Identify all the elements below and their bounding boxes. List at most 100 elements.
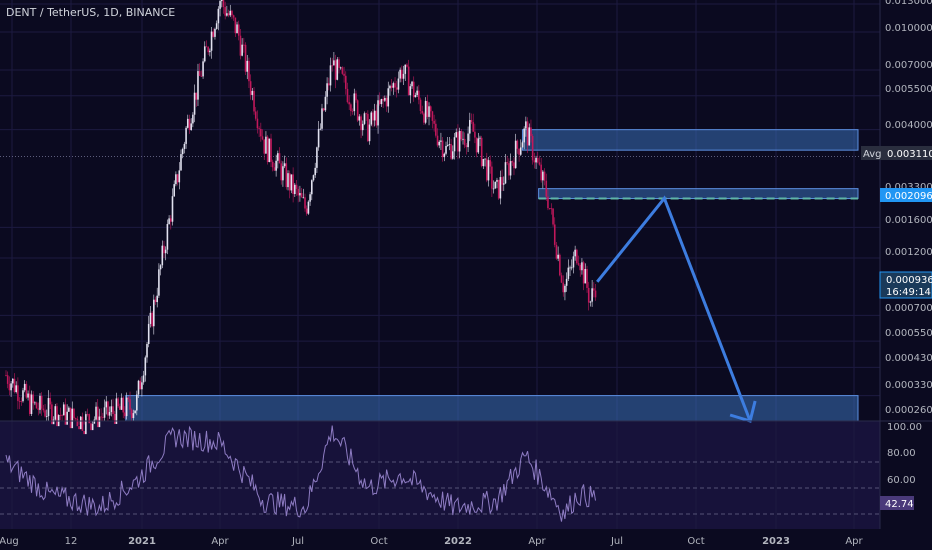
candle-body xyxy=(66,411,68,425)
candle-body xyxy=(23,383,26,391)
candle-body xyxy=(256,118,259,129)
candle-body xyxy=(181,148,184,155)
candle-body xyxy=(253,90,255,112)
candle-body xyxy=(458,130,461,152)
candle-body xyxy=(555,244,558,259)
price-tick-label: 0.000430 xyxy=(885,353,932,364)
candle-body xyxy=(224,7,226,16)
grid xyxy=(0,0,880,529)
candle-body xyxy=(13,378,16,393)
candle-body xyxy=(319,128,322,130)
candle-body xyxy=(207,47,209,53)
candle-body xyxy=(44,410,46,417)
candle-body xyxy=(173,184,175,197)
candle-body xyxy=(316,147,318,168)
candle-body xyxy=(54,406,57,420)
price-tick-label: 0.000550 xyxy=(885,328,932,339)
candle-body xyxy=(273,167,276,171)
candle-body xyxy=(15,385,17,393)
candle-body xyxy=(429,106,432,112)
price-tick-label: 0.000260 xyxy=(885,405,932,416)
time-tick-label: Jul xyxy=(610,536,623,547)
candle-body xyxy=(446,145,449,146)
candle-body xyxy=(428,106,430,117)
candle-body xyxy=(375,110,378,126)
candle-body xyxy=(553,224,556,245)
candle-body xyxy=(107,401,109,416)
candle-body xyxy=(45,416,48,417)
candle-body xyxy=(589,301,592,303)
candle-body xyxy=(426,100,429,117)
candle-body xyxy=(525,121,527,129)
candle-body xyxy=(431,111,434,121)
candle-body xyxy=(142,375,145,383)
candle-body xyxy=(348,102,350,105)
candle-body xyxy=(231,10,233,16)
candle-body xyxy=(518,148,520,155)
candle-body xyxy=(27,393,29,398)
candle-body xyxy=(136,394,138,411)
candle-body xyxy=(229,10,232,16)
price-tick-label: 0.005500 xyxy=(885,84,932,95)
candle-body xyxy=(39,395,41,410)
candle-body xyxy=(552,208,554,225)
candle-body xyxy=(151,312,153,327)
candle-body xyxy=(234,17,237,34)
candle-body xyxy=(158,269,160,296)
candle-body xyxy=(496,179,498,182)
candle-body xyxy=(49,398,51,405)
candle-body xyxy=(424,100,427,123)
candle-body xyxy=(103,407,106,418)
candle-body xyxy=(217,8,220,24)
candle-body xyxy=(564,285,566,293)
candle-body xyxy=(414,94,417,98)
candle-body xyxy=(287,173,289,188)
candle-body xyxy=(321,108,323,129)
candle-body xyxy=(513,162,515,169)
candle-body xyxy=(497,179,500,199)
candle-body xyxy=(450,144,452,159)
candle-body xyxy=(407,66,410,96)
candle-body xyxy=(10,383,12,391)
candle-body xyxy=(538,162,541,165)
candle-body xyxy=(397,78,400,90)
candle-body xyxy=(294,184,296,195)
candle-body xyxy=(197,71,199,100)
candle-body xyxy=(514,140,517,169)
candle-body xyxy=(361,123,364,131)
candle-body xyxy=(489,160,491,167)
candle-body xyxy=(373,110,376,121)
candle-body xyxy=(423,113,425,123)
candle-body xyxy=(219,1,221,9)
candle-body xyxy=(188,118,191,131)
candle-body xyxy=(492,188,495,190)
candle-body xyxy=(258,128,260,130)
candle-body xyxy=(42,408,45,411)
rsi-pane xyxy=(0,421,880,529)
current-price-label: 0.000936 xyxy=(886,275,932,286)
candle-body xyxy=(411,81,413,87)
rsi-indicator xyxy=(5,425,596,522)
candle-body xyxy=(419,99,422,111)
candle-body xyxy=(202,61,204,77)
candle-body xyxy=(144,357,147,376)
candle-body xyxy=(79,416,82,430)
candle-body xyxy=(178,170,181,183)
candle-body xyxy=(333,60,335,66)
candle-body xyxy=(227,13,230,16)
candle-body xyxy=(389,85,391,89)
candle-body xyxy=(477,138,480,153)
candle-body xyxy=(569,267,571,269)
candle-body xyxy=(47,398,50,417)
candle-body xyxy=(353,93,356,112)
candle-body xyxy=(249,81,252,95)
candle-body xyxy=(406,64,408,67)
candle-body xyxy=(153,299,155,327)
candle-body xyxy=(533,160,536,163)
support-resistance-zone xyxy=(538,188,859,200)
candle-body xyxy=(350,104,352,111)
candle-body xyxy=(122,397,125,413)
candle-body xyxy=(586,268,588,288)
candle-body xyxy=(567,267,570,279)
